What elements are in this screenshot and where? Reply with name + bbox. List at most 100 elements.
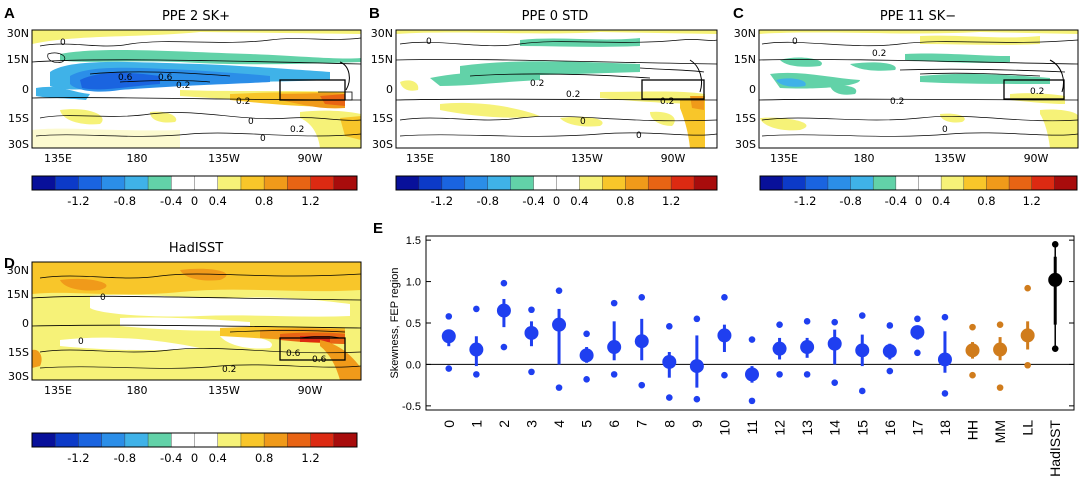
skewness-point-18: [937, 313, 952, 397]
colorbar-label: 1.2: [301, 451, 319, 465]
colorbar-b: -1.2 -0.8 -0.4 0 0.4 0.8 1.2: [395, 175, 718, 208]
lat-label: 30N: [371, 27, 393, 40]
median-point: [937, 352, 952, 367]
colorbar-swatch: [941, 176, 965, 190]
colorbar-label: 0.8: [255, 194, 273, 208]
map-panel-c: C PPE 11 SK− 0 0: [733, 5, 1079, 208]
colorbar-label: -1.2: [67, 451, 89, 465]
colorbar-swatch: [101, 433, 126, 447]
lat-label: 15N: [7, 53, 29, 66]
median-point: [993, 342, 1008, 357]
lat-label: 15N: [7, 288, 29, 301]
colorbar-swatch: [464, 176, 489, 190]
x-tick-label: 14: [827, 420, 843, 436]
colorbar-swatch: [827, 176, 851, 190]
lat-label: 30S: [372, 138, 393, 151]
map-frame-b: [396, 30, 717, 148]
skewness-point-12: [772, 321, 787, 378]
colorbar-swatch: [760, 176, 783, 190]
colorbar-swatch: [895, 176, 919, 190]
plot-frame: [425, 235, 1075, 411]
min-point: [748, 397, 756, 405]
contour-label: 0: [78, 337, 84, 347]
map-field-b: [396, 30, 717, 148]
median-point: [855, 343, 870, 358]
skewness-point-5: [579, 330, 594, 383]
contour-label: 0: [942, 125, 948, 135]
colorbar-swatch: [217, 176, 242, 190]
lat-label: 30N: [734, 27, 756, 40]
panel-label-e: E: [373, 220, 383, 237]
colorbar-swatch: [55, 433, 79, 447]
skewness-point-3: [524, 306, 539, 376]
lon-label: 90W: [298, 384, 323, 397]
lat-label: 0: [22, 83, 29, 96]
colorbar-label: 0.8: [977, 194, 995, 208]
map-title-b: PPE 0 STD: [522, 9, 589, 24]
x-tick-label: 8: [661, 420, 677, 428]
map-field-a: [32, 30, 361, 148]
colorbar-label: -0.8: [839, 194, 861, 208]
x-tick-label: HH: [965, 420, 981, 440]
median-point: [965, 343, 980, 358]
x-tick-label: LL: [1020, 420, 1036, 436]
colorbar-swatch: [1031, 176, 1055, 190]
max-point: [638, 294, 646, 301]
lon-label: 135W: [208, 384, 240, 397]
contour-label: 0.6: [118, 73, 133, 83]
lon-label: 90W: [1024, 152, 1049, 165]
skewness-point-13: [800, 318, 815, 378]
colorbar-swatch: [918, 176, 942, 190]
min-point: [721, 371, 728, 379]
lat-label: 15S: [8, 346, 29, 359]
median-point: [579, 348, 594, 363]
colorbar-label: -0.4: [522, 194, 544, 208]
colorbar-swatch: [805, 176, 829, 190]
contour-label: 0: [260, 134, 266, 144]
x-tick-label: 10: [716, 420, 732, 436]
max-point: [610, 299, 618, 307]
panel-label-d: D: [4, 255, 15, 272]
colorbar-swatch: [510, 176, 534, 190]
x-tick-label: HadISST: [1047, 420, 1063, 477]
colorbar-label: 0: [191, 451, 198, 465]
median-point: [689, 359, 704, 374]
min-point: [666, 394, 673, 401]
x-tick-label: 9: [689, 420, 705, 428]
median-point: [1020, 328, 1035, 343]
max-point: [1051, 240, 1059, 248]
colorbar-swatch: [78, 176, 102, 190]
map-field-d: [32, 262, 361, 380]
max-point: [693, 315, 701, 323]
median-point: [607, 340, 622, 355]
x-tick-label: 16: [882, 420, 898, 436]
colorbar-swatch: [694, 176, 718, 190]
contour-label: 0: [426, 37, 432, 47]
colorbar-label: -1.2: [794, 194, 816, 208]
fep-region-box-c: [1003, 79, 1065, 100]
skewness-point-HadISST: [1048, 240, 1063, 352]
colorbar-swatch: [217, 433, 242, 447]
colorbar-swatch: [194, 433, 219, 447]
map-panel-a: A PPE 2 SK+: [4, 5, 362, 208]
contour-label: 0.2: [530, 79, 544, 89]
median-point: [717, 328, 732, 343]
lon-label: 135E: [44, 384, 72, 397]
fep-region-box-a: [279, 79, 346, 101]
median-point: [496, 303, 511, 318]
lon-label: 135E: [44, 152, 72, 165]
x-tick-labels: 0 1 2 3 4 5 6 7 8 9 10 11 12 13 14 15 16 17 18 HH MM LL HadISS…: [441, 420, 1063, 477]
median-point: [552, 317, 567, 332]
skewness-point-6: [607, 299, 622, 378]
colorbar-label: 0.4: [209, 451, 227, 465]
min-point: [1051, 345, 1059, 352]
lon-label: 135W: [934, 152, 966, 165]
colorbar-swatch: [287, 176, 311, 190]
min-point: [886, 367, 894, 375]
colorbar-swatch: [194, 176, 219, 190]
contour-label: 0.2: [290, 125, 304, 135]
max-point: [666, 323, 673, 330]
colorbar-swatch: [78, 433, 102, 447]
median-point: [827, 336, 842, 351]
colorbar-swatch: [310, 433, 335, 447]
